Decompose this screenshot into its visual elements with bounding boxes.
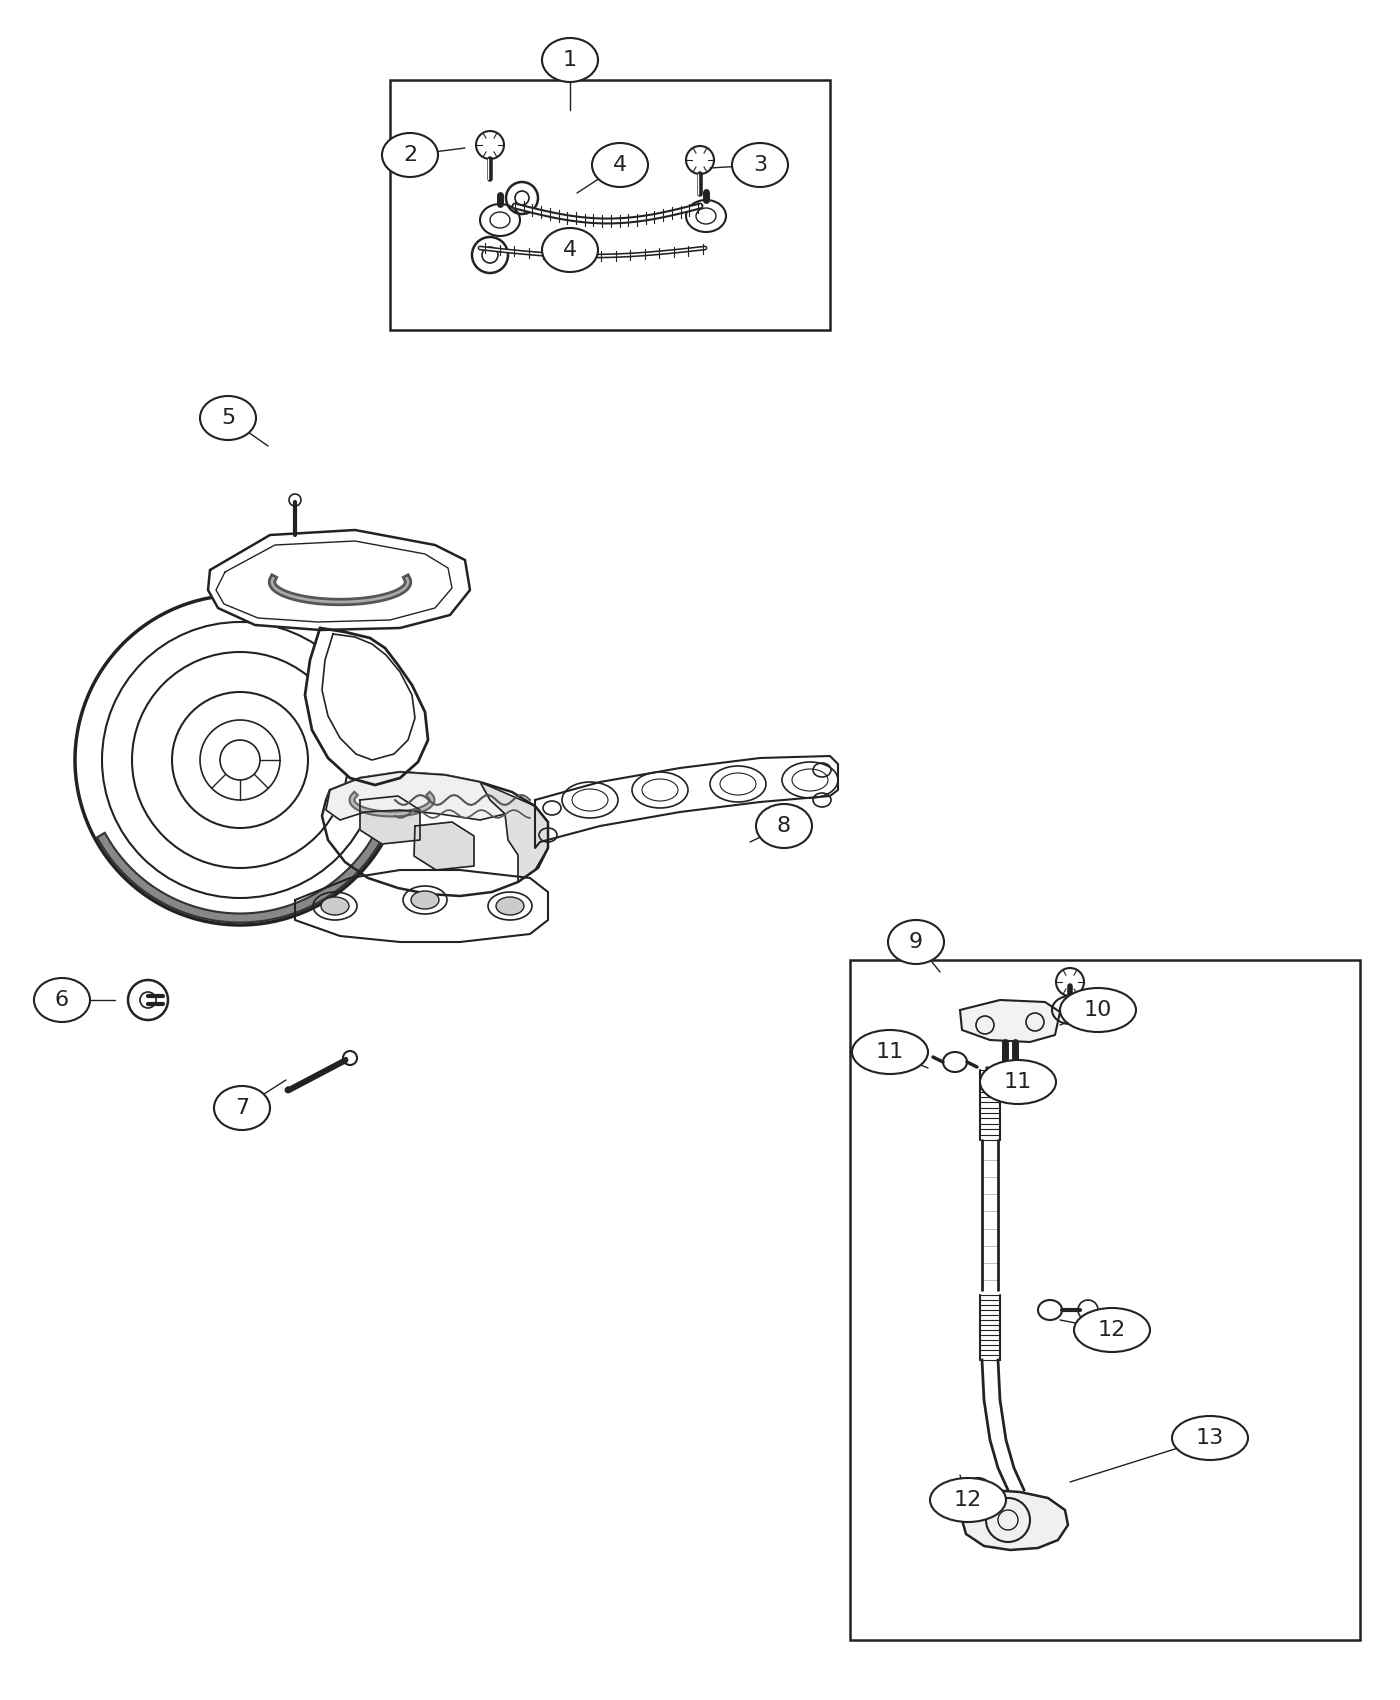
Text: 2: 2	[403, 144, 417, 165]
Text: 6: 6	[55, 989, 69, 1010]
Text: 11: 11	[876, 1042, 904, 1062]
Text: 13: 13	[1196, 1428, 1224, 1448]
Text: 11: 11	[1004, 1073, 1032, 1091]
Ellipse shape	[542, 37, 598, 82]
Polygon shape	[326, 772, 505, 819]
Polygon shape	[535, 756, 839, 848]
Polygon shape	[360, 796, 420, 843]
Ellipse shape	[930, 1477, 1007, 1522]
Ellipse shape	[200, 396, 256, 440]
Ellipse shape	[853, 1030, 928, 1074]
Text: 8: 8	[777, 816, 791, 836]
Ellipse shape	[496, 898, 524, 915]
Ellipse shape	[321, 898, 349, 915]
Ellipse shape	[980, 1061, 1056, 1103]
Ellipse shape	[214, 1086, 270, 1130]
Ellipse shape	[756, 804, 812, 848]
Polygon shape	[960, 1000, 1060, 1042]
Polygon shape	[414, 823, 475, 870]
Polygon shape	[962, 1489, 1068, 1550]
Text: 4: 4	[613, 155, 627, 175]
Text: 5: 5	[221, 408, 235, 428]
Text: 7: 7	[235, 1098, 249, 1119]
Polygon shape	[305, 627, 428, 785]
Polygon shape	[480, 782, 547, 882]
Ellipse shape	[1074, 1307, 1149, 1352]
Text: 9: 9	[909, 932, 923, 952]
Text: 1: 1	[563, 49, 577, 70]
Text: 4: 4	[563, 240, 577, 260]
Text: 12: 12	[953, 1489, 983, 1510]
Ellipse shape	[1060, 988, 1135, 1032]
Ellipse shape	[1172, 1416, 1247, 1460]
Ellipse shape	[888, 920, 944, 964]
Polygon shape	[295, 870, 547, 942]
Bar	[850, 960, 1359, 1640]
Ellipse shape	[542, 228, 598, 272]
Text: 3: 3	[753, 155, 767, 175]
Bar	[391, 80, 830, 330]
Text: 12: 12	[1098, 1319, 1126, 1340]
Polygon shape	[209, 530, 470, 631]
Text: 10: 10	[1084, 1000, 1112, 1020]
Ellipse shape	[412, 891, 440, 910]
Ellipse shape	[732, 143, 788, 187]
Ellipse shape	[382, 133, 438, 177]
Polygon shape	[322, 772, 547, 896]
Ellipse shape	[592, 143, 648, 187]
Ellipse shape	[34, 977, 90, 1022]
